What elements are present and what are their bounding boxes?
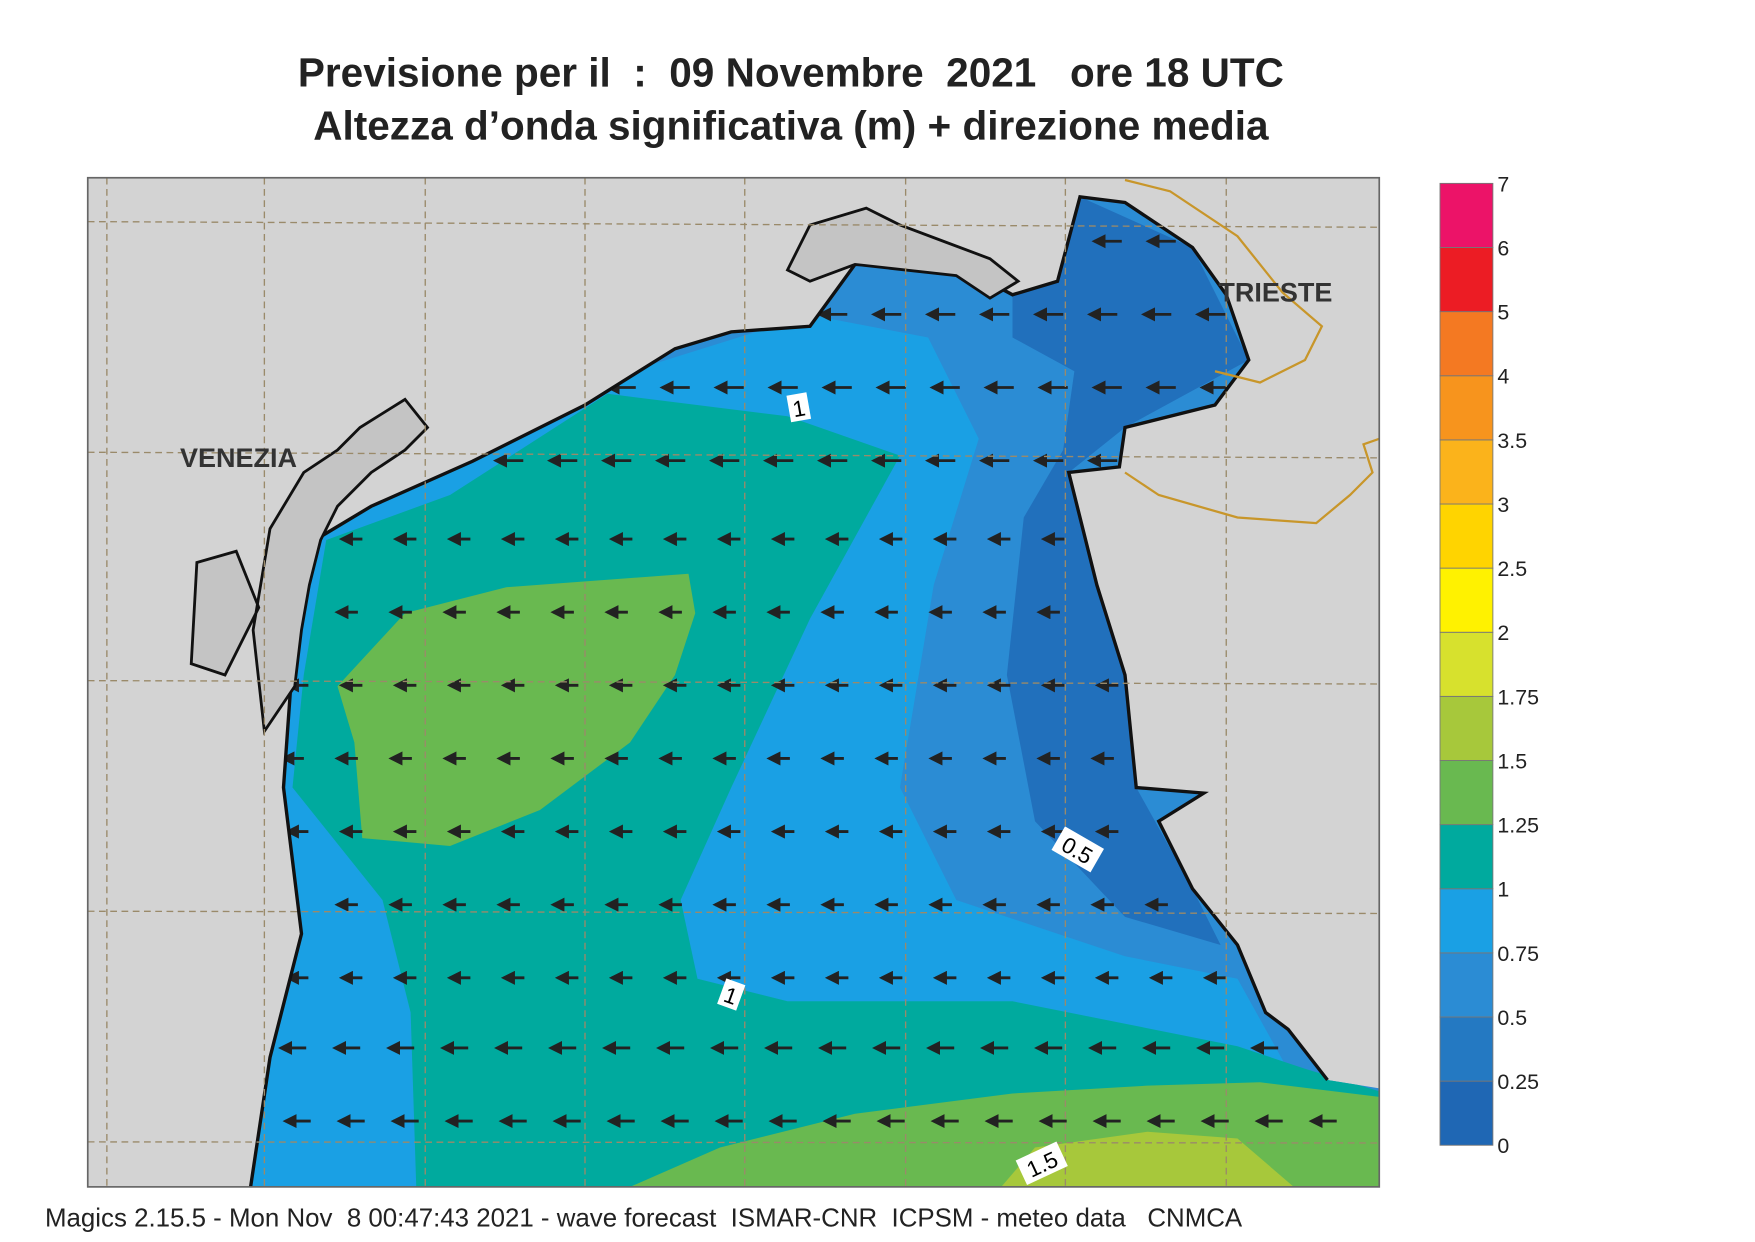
colorbar-tick-label: 0.5 (1497, 1006, 1527, 1030)
colorbar-band (1439, 439, 1494, 505)
place-label: VENEZIA (180, 443, 297, 473)
label-box (1015, 1141, 1068, 1185)
title: Previsione per il : 09 Novembre 2021 ore… (298, 50, 1284, 96)
colorbar-tick-label: 1.5 (1497, 749, 1527, 773)
colorbar-band (1439, 311, 1494, 377)
colorbar-tick-label: 0.75 (1497, 942, 1539, 966)
colorbar-tick-label: 0.25 (1497, 1070, 1539, 1094)
subtitle: Altezza d’onda significativa (m) + direz… (313, 103, 1269, 149)
zone-green (337, 573, 696, 846)
colorbar-band (1439, 888, 1494, 954)
map-frame (86, 176, 1381, 1188)
colorbar-band (1439, 824, 1494, 890)
colorbar-tick-label: 2.5 (1497, 557, 1527, 581)
colorbar-band (1439, 760, 1494, 826)
colorbar-band (1439, 182, 1494, 248)
colorbar-band (1439, 247, 1494, 313)
coastline (248, 195, 1329, 1187)
colorbar-tick-label: 3 (1497, 493, 1509, 517)
label-box (717, 978, 746, 1011)
colorbar-tick-label: 5 (1497, 301, 1509, 325)
colorbar-band (1439, 1080, 1494, 1146)
colorbar-band (1439, 375, 1494, 441)
colorbar-tick-label: 1.25 (1497, 814, 1539, 838)
graticule (87, 177, 1380, 1187)
colorbar-band (1439, 952, 1494, 1018)
wave-arrows (278, 234, 1337, 1129)
colorbar-tick-label: 0 (1497, 1134, 1509, 1158)
colorbar-tick-label: 4 (1497, 365, 1509, 389)
contour-labels: 1 0.5 1 1.5 (717, 392, 1104, 1185)
label-box (1051, 826, 1104, 873)
contour-label: 1 (791, 395, 808, 422)
border (1124, 178, 1380, 525)
footer: Magics 2.15.5 - Mon Nov 8 00:47:43 2021 … (45, 1204, 1243, 1232)
colorbar-band (1439, 567, 1494, 633)
zone-yellow-green (1001, 1131, 1294, 1187)
place-label: TRIESTE (1218, 278, 1332, 308)
colorbar-band (1439, 695, 1494, 761)
map-area: VENEZIA TRIESTE 1 0.5 1 1.5 (87, 177, 1380, 1187)
colorbar-band (1439, 1016, 1494, 1082)
label-box (786, 392, 812, 423)
colorbar-tick-label: 7 (1497, 172, 1509, 196)
colorbar: 0 0.25 0.5 0.75 1 1.25 1.5 1.75 2 2.5 3 3.5 4 5 6 7 (1439, 172, 1539, 1158)
colorbar-tick-label: 3.5 (1497, 429, 1527, 453)
colorbar-tick-label: 1.75 (1497, 685, 1539, 709)
islands (189, 206, 1021, 736)
colorbar-tick-label: 1 (1497, 878, 1509, 902)
colorbar-band (1439, 631, 1494, 697)
colorbar-tick-label: 6 (1497, 236, 1509, 260)
colorbar-band (1439, 503, 1494, 569)
colorbar-tick-label: 2 (1497, 621, 1509, 645)
zone-dark-blue (1006, 196, 1249, 945)
